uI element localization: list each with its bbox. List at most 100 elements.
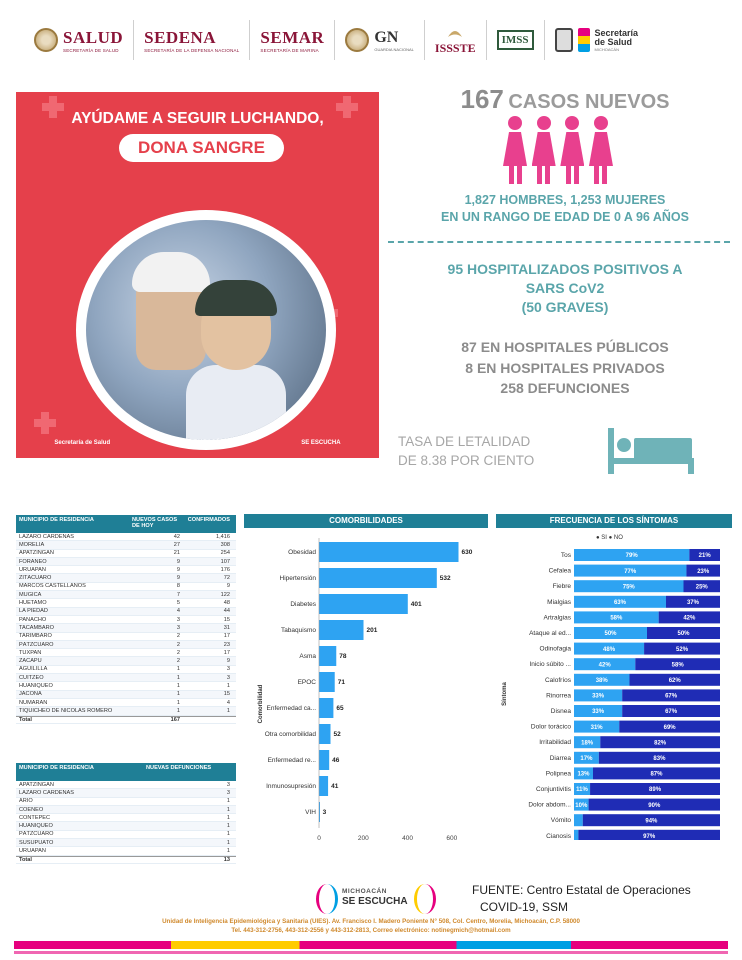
table-row: PÁTZCUARO 2 23 xyxy=(16,640,236,650)
table-cell: PÁTZCUARO xyxy=(19,831,54,838)
table-row: ZACAPU 2 9 xyxy=(16,657,236,666)
data-label: 97% xyxy=(643,834,656,840)
table-row: MARCOS CASTELLANOS 8 9 xyxy=(16,583,236,592)
category-label: Tos xyxy=(561,552,572,559)
table-cell: 1 xyxy=(176,674,180,681)
table-cell: ARIO xyxy=(19,798,33,805)
category-label: EPOC xyxy=(298,679,317,686)
table-cell: 8 xyxy=(176,583,180,590)
data-label: 83% xyxy=(653,756,666,762)
bar xyxy=(319,724,331,744)
logo-salud: SALUD SECRETARÍA DE SALUD xyxy=(24,20,135,60)
bar-segment xyxy=(665,595,720,608)
data-label: 63% xyxy=(614,600,627,606)
data-label: 3 xyxy=(323,809,327,816)
bar-segment xyxy=(574,642,645,655)
table-row: MORELIA 27 308 xyxy=(16,541,236,550)
gn-emblem-icon xyxy=(345,28,370,52)
unit-address: Unidad de Inteligencia Epidemiológica y … xyxy=(162,918,580,934)
chart-title: FRECUENCIA DE LOS SÍNTOMAS xyxy=(496,514,732,528)
data-label: 77% xyxy=(624,569,637,575)
table-cell: 3 xyxy=(226,781,230,788)
category-label: Dolor abdom... xyxy=(528,802,571,809)
logo-issste: ISSSTE xyxy=(425,20,487,60)
category-label: Ataque al ed... xyxy=(529,630,571,637)
table-row: TIQUICHEO DE NICOLÁS ROMERO 1 1 xyxy=(16,707,236,716)
data-label: 69% xyxy=(664,725,677,731)
medical-cross-icon xyxy=(336,96,358,118)
table-cell: 23 xyxy=(223,641,230,648)
table-cell: PANACHO xyxy=(19,616,47,623)
bar xyxy=(319,672,335,692)
table-cell: 3 xyxy=(176,624,180,631)
symptoms-svg: ● SI ● NO Tos 79% 21% Cefalea 77% 23% Fiebre 75%… xyxy=(502,535,720,840)
table-cell: 176 xyxy=(220,566,230,573)
table-cell: 1 xyxy=(176,699,180,706)
table-cell: 15 xyxy=(223,616,230,623)
data-label: 23% xyxy=(697,569,710,575)
table-row: TACÁMBARO 3 31 xyxy=(16,624,236,633)
category-label: Inicio súbito ... xyxy=(529,661,571,668)
category-label: Vómito xyxy=(551,817,572,824)
table-total-row: Total 13 xyxy=(16,855,236,864)
new-cases-heading: 167 CASOS NUEVOS xyxy=(460,84,670,114)
table-cell: 48 xyxy=(223,600,230,607)
data-label: 46 xyxy=(332,757,340,764)
bar-segment xyxy=(619,720,720,733)
table-cell: APATZINGÁN xyxy=(19,550,54,557)
table-cell: TIQUICHEO DE NICOLÁS ROMERO xyxy=(19,707,113,714)
bar-segment xyxy=(574,720,620,733)
category-label: Irritabilidad xyxy=(539,739,571,746)
table-cell: APATZINGÁN xyxy=(19,781,54,788)
data-label: 31% xyxy=(591,725,604,731)
bar-segment xyxy=(590,783,720,795)
bar xyxy=(319,646,337,666)
table-cell: 1 xyxy=(226,798,230,805)
table-cell: AGUILILLA xyxy=(19,666,48,673)
data-label: 58% xyxy=(610,616,623,622)
category-label: Dolor torácico xyxy=(531,724,571,731)
data-label: 17% xyxy=(580,756,593,762)
table-row: NUMARÁN 1 4 xyxy=(16,699,236,708)
category-label: Diarrea xyxy=(550,755,572,762)
hospitalized-stats: 95 HOSPITALIZADOS POSITIVOS A SARS CoV2 … xyxy=(447,261,683,315)
bar-segment xyxy=(574,767,593,780)
y-axis-label: Comorbilidad xyxy=(258,684,264,723)
table-cell: NUMARÁN xyxy=(19,699,48,706)
bar-segment xyxy=(574,798,589,811)
table-cell: 4 xyxy=(226,699,230,706)
dashed-divider xyxy=(388,241,730,243)
table-cell: URUAPAN xyxy=(19,848,46,855)
table-row: URUAPAN 1 xyxy=(16,847,236,856)
bar-segment xyxy=(578,829,720,840)
data-label: 18% xyxy=(581,740,594,746)
table-cell: HUANIQUEO xyxy=(19,682,53,689)
new-cases-table: MUNICIPIO DE RESIDENCIA NUEVOS CASOS DE … xyxy=(16,515,236,724)
data-label: 52 xyxy=(334,731,342,738)
table-cell: HUETAMO xyxy=(19,600,47,607)
logo-michoacan-salud: Secretaría de Salud MICHOACÁN xyxy=(545,20,649,60)
table-cell: 1 xyxy=(226,848,230,855)
table-cell: 2 xyxy=(176,633,180,640)
table-row: PANACHO 3 15 xyxy=(16,616,236,625)
data-label: 25% xyxy=(696,584,709,590)
table-cell: 44 xyxy=(223,608,230,615)
bar-segment xyxy=(629,673,720,686)
bar-segment xyxy=(574,814,583,827)
bar xyxy=(319,776,329,796)
table-cell: 1 xyxy=(176,691,180,698)
table-cell: 9 xyxy=(226,583,230,590)
table-header: MUNICIPIO DE RESIDENCIA NUEVOS CASOS DE … xyxy=(16,515,236,533)
table-cell: 72 xyxy=(223,575,230,582)
header-logos: SALUD SECRETARÍA DE SALUD SEDENA SECRETARÍ… xyxy=(24,18,724,62)
table-cell: 1 xyxy=(226,823,230,830)
table-cell: TACÁMBARO xyxy=(19,624,55,631)
table-cell: 4 xyxy=(176,608,180,615)
bar xyxy=(319,594,408,614)
category-label: Calofríos xyxy=(545,677,572,684)
data-label: 38% xyxy=(596,678,609,684)
data-label: 11% xyxy=(576,787,588,793)
color-stripe-thin xyxy=(14,951,728,954)
bar-segment xyxy=(635,658,720,671)
table-cell: 3 xyxy=(226,789,230,796)
